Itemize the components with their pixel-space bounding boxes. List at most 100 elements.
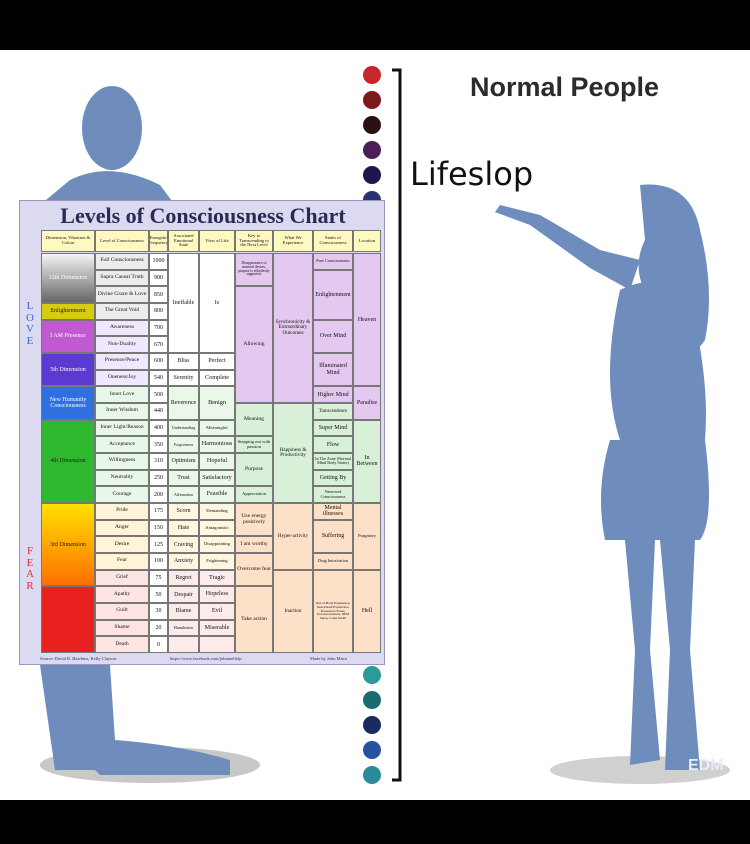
experience: Synchronicity & Extraordinary Outcomes	[273, 253, 313, 403]
footer-text: Made by John Mirro	[310, 656, 348, 661]
level-name: Apathy	[95, 586, 149, 603]
view-of-life: Meaningful	[199, 419, 235, 437]
dimension: 4th Dimension	[41, 419, 95, 503]
level-name: Pride	[95, 503, 149, 520]
key-to-transcending: Appreciation	[235, 486, 273, 503]
emotion: Humiliation	[168, 619, 199, 637]
bottom-bar	[0, 800, 750, 844]
experience: Happiness & Productivity	[273, 403, 313, 503]
emotion: Trust	[168, 469, 199, 487]
dimension: Enlightenment	[41, 303, 95, 320]
level-name: Inner Love	[95, 386, 149, 403]
emotion: Forgiveness	[168, 436, 199, 453]
location: In Between	[353, 419, 381, 503]
man-figure	[40, 86, 230, 775]
consciousness-chart: Levels of Consciousness Chart Dimension,…	[19, 200, 385, 665]
state-of-consciousness: Flow	[313, 436, 353, 453]
frequency: 200	[149, 486, 168, 503]
frequency: 350	[149, 436, 168, 453]
heading: Normal People	[470, 72, 660, 102]
emotion: Anxiety	[168, 553, 199, 570]
state-of-consciousness: Super Mind	[313, 419, 353, 437]
level-name: Willingness	[95, 453, 149, 470]
state-of-consciousness: Pure Consciousness	[313, 253, 353, 270]
level-name: Neutrality	[95, 469, 149, 487]
view-of-life: Complete	[199, 369, 235, 387]
state-of-consciousness: Transcendence	[313, 403, 353, 420]
chart-title: Levels of Consciousness Chart	[60, 203, 346, 228]
footer-text: Source: David R. Hawkins, Kelly Clayton	[40, 656, 116, 661]
column-header: Dimension, Vibration & Colour	[41, 230, 95, 252]
emotion: Craving	[168, 536, 199, 553]
level-name: Fear	[95, 553, 149, 570]
frequency: 500	[149, 386, 168, 403]
level-name: Full Consciousness	[95, 253, 149, 270]
frequency: 540	[149, 369, 168, 387]
level-name: Desire	[95, 536, 149, 553]
view-of-life: Harmonious	[199, 436, 235, 453]
view-of-life: Disappointing	[199, 536, 235, 553]
emotion: Despair	[168, 586, 199, 603]
bracket	[392, 68, 402, 782]
frequency: 670	[149, 336, 168, 353]
emotion: Scorn	[168, 503, 199, 520]
experience: Hyper-activity	[273, 503, 313, 570]
location: Purgatory	[353, 503, 381, 570]
level-name: Inner Light/Reason	[95, 419, 149, 437]
experience: Inaction	[273, 569, 313, 653]
emotion: Regret	[168, 569, 199, 587]
dimension: 12th Dimension	[41, 253, 95, 303]
view-of-life: Hopeless	[199, 586, 235, 603]
column-header: Energetic Frequency	[149, 230, 168, 252]
dimension: 5th Dimension	[41, 353, 95, 387]
level-name: Death	[95, 636, 149, 653]
location: Paradise	[353, 386, 381, 420]
empty-cell	[168, 636, 199, 653]
state-of-consciousness: Narrowed Consciousness	[313, 486, 353, 503]
level-name: Courage	[95, 486, 149, 503]
state-of-consciousness: Enlightenment	[313, 269, 353, 320]
column-header: States of Consciousness	[313, 230, 353, 252]
key-to-transcending: Allowing	[235, 286, 273, 403]
frequency: 30	[149, 603, 168, 620]
emotion: Optimism	[168, 453, 199, 470]
empty-cell	[199, 636, 235, 653]
view-of-life: Perfect	[199, 353, 235, 370]
frequency: 150	[149, 519, 168, 537]
state-of-consciousness: Mental illnesses	[313, 503, 353, 520]
level-name: Shame	[95, 619, 149, 637]
frequency: 800	[149, 303, 168, 320]
key-to-transcending: Overcome fear	[235, 553, 273, 587]
state-of-consciousness: Getting By	[313, 469, 353, 487]
key-to-transcending: Take action	[235, 586, 273, 653]
key-to-transcending: Purpose	[235, 453, 273, 487]
column-header: Level of Consciousness	[95, 230, 149, 252]
state-of-consciousness: Suffering	[313, 519, 353, 553]
view-of-life: Evil	[199, 603, 235, 620]
frequency: 175	[149, 503, 168, 520]
level-name: The Great Void	[95, 303, 149, 320]
level-name: Grief	[95, 569, 149, 587]
view-of-life: Miserable	[199, 619, 235, 637]
footer-text: https://www.facebook.com/johnmelfelp	[170, 656, 242, 661]
level-name: Divine Grace & Love	[95, 286, 149, 303]
key-to-transcending: Use energy positively	[235, 503, 273, 537]
frequency: 400	[149, 419, 168, 437]
view-of-life: Satisfactory	[199, 469, 235, 487]
side-label: FEAR	[26, 545, 34, 592]
view-of-life: Demanding	[199, 503, 235, 520]
level-name: Inner Wisdom	[95, 403, 149, 420]
frequency: 440	[149, 403, 168, 420]
column-header: Associated Emotional State	[168, 230, 199, 252]
emotion: Hate	[168, 519, 199, 537]
frequency: 75	[149, 569, 168, 587]
frequency: 600	[149, 353, 168, 370]
level-name: Guilt	[95, 603, 149, 620]
view-of-life: Is	[199, 253, 235, 353]
frequency: 850	[149, 286, 168, 303]
level-name: Acceptance	[95, 436, 149, 453]
frequency: 100	[149, 553, 168, 570]
view-of-life: Hopeful	[199, 453, 235, 470]
key-to-transcending: Disappearance of material desires, purpo…	[235, 253, 273, 287]
